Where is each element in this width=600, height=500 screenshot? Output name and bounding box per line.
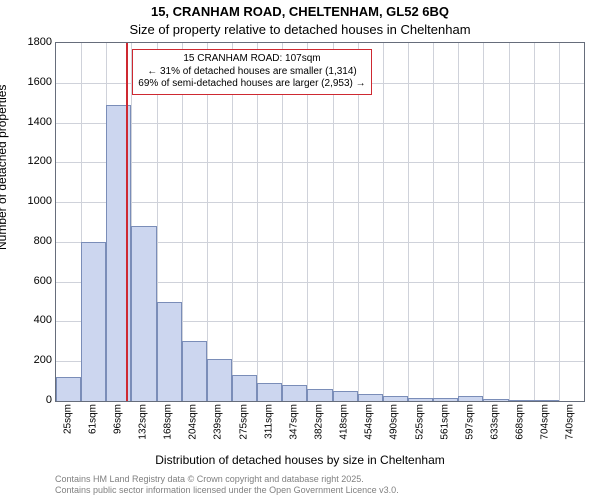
histogram-bar [458,396,483,401]
gridline-v [458,43,459,401]
credits: Contains HM Land Registry data © Crown c… [55,474,399,497]
gridline-v [433,43,434,401]
histogram-bar [333,391,358,401]
gridline-v [358,43,359,401]
histogram-bar [534,400,559,401]
gridline-v [207,43,208,401]
x-tick-label: 275sqm [238,404,249,440]
annotation-line-3: 69% of semi-detached houses are larger (… [138,78,365,91]
histogram-bar [433,398,458,401]
y-tick-label: 1400 [12,116,52,128]
y-axis-label: Number of detached properties [0,85,9,250]
x-tick-label: 204sqm [188,404,199,440]
gridline-v [383,43,384,401]
x-tick-label: 96sqm [112,404,123,434]
gridline-h [56,202,584,203]
histogram-bar [157,302,182,401]
histogram-bar [408,398,433,401]
chart-title-sub: Size of property relative to detached ho… [0,22,600,37]
credit-line-2: Contains public sector information licen… [55,485,399,496]
gridline-v [483,43,484,401]
histogram-bar [358,394,383,401]
annotation-box: 15 CRANHAM ROAD: 107sqm ← 31% of detache… [132,49,371,95]
y-tick-label: 400 [12,314,52,326]
histogram-bar [56,377,81,401]
x-tick-label: 418sqm [339,404,350,440]
histogram-bar [483,399,508,401]
histogram-bar [307,389,332,401]
y-tick-label: 1600 [12,76,52,88]
x-tick-label: 704sqm [540,404,551,440]
x-tick-label: 61sqm [87,404,98,434]
annotation-line-2: ← 31% of detached houses are smaller (1,… [138,66,365,79]
x-tick-label: 561sqm [439,404,450,440]
y-tick-label: 0 [12,394,52,406]
plot-area: 15 CRANHAM ROAD: 107sqm ← 31% of detache… [55,42,585,402]
histogram-bar [232,375,257,401]
gridline-v [559,43,560,401]
gridline-v [534,43,535,401]
x-tick-label: 132sqm [138,404,149,440]
gridline-v [408,43,409,401]
gridline-v [282,43,283,401]
gridline-v [333,43,334,401]
x-tick-label: 525sqm [414,404,425,440]
annotation-line-1: 15 CRANHAM ROAD: 107sqm [138,53,365,66]
y-tick-label: 200 [12,354,52,366]
property-size-chart: 15, CRANHAM ROAD, CHELTENHAM, GL52 6BQ S… [0,0,600,500]
histogram-bar [182,341,207,401]
chart-title-main: 15, CRANHAM ROAD, CHELTENHAM, GL52 6BQ [0,4,600,19]
y-tick-label: 600 [12,275,52,287]
credit-line-1: Contains HM Land Registry data © Crown c… [55,474,399,485]
x-axis-label: Distribution of detached houses by size … [0,453,600,467]
x-tick-label: 239sqm [213,404,224,440]
x-tick-label: 454sqm [364,404,375,440]
histogram-bar [282,385,307,401]
gridline-h [56,123,584,124]
y-tick-label: 1800 [12,36,52,48]
gridline-v [307,43,308,401]
gridline-v [257,43,258,401]
histogram-bar [509,400,534,401]
histogram-bar [383,396,408,401]
histogram-bar [81,242,106,401]
histogram-bar [257,383,282,401]
x-tick-label: 168sqm [163,404,174,440]
histogram-bar [207,359,232,401]
x-tick-label: 25sqm [62,404,73,434]
y-tick-label: 1200 [12,155,52,167]
x-tick-label: 347sqm [288,404,299,440]
gridline-v [509,43,510,401]
x-tick-label: 382sqm [314,404,325,440]
x-tick-label: 597sqm [464,404,475,440]
x-tick-label: 633sqm [490,404,501,440]
y-tick-label: 800 [12,235,52,247]
gridline-v [232,43,233,401]
y-tick-label: 1000 [12,195,52,207]
x-tick-label: 668sqm [515,404,526,440]
x-tick-label: 740sqm [565,404,576,440]
histogram-bar [131,226,156,401]
gridline-h [56,162,584,163]
x-tick-label: 490sqm [389,404,400,440]
marker-line [126,43,128,401]
x-tick-label: 311sqm [263,404,274,439]
